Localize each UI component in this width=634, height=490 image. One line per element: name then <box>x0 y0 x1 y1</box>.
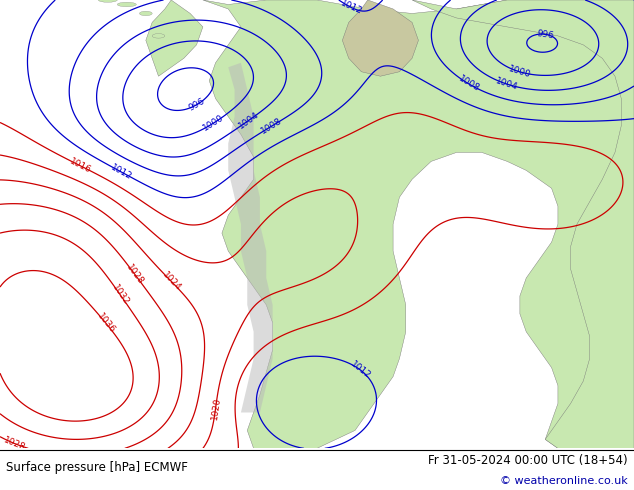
Polygon shape <box>203 0 634 448</box>
Text: 1028: 1028 <box>3 435 27 452</box>
Text: Surface pressure [hPa] ECMWF: Surface pressure [hPa] ECMWF <box>6 461 188 474</box>
Text: 1004: 1004 <box>495 76 519 92</box>
Text: Fr 31-05-2024 00:00 UTC (18+54): Fr 31-05-2024 00:00 UTC (18+54) <box>428 454 628 466</box>
Ellipse shape <box>152 34 165 38</box>
Text: 1008: 1008 <box>456 74 481 94</box>
Text: 1028: 1028 <box>124 263 145 286</box>
Text: 1000: 1000 <box>507 64 532 79</box>
Text: © weatheronline.co.uk: © weatheronline.co.uk <box>500 476 628 486</box>
Text: 1008: 1008 <box>260 116 284 136</box>
Text: 1036: 1036 <box>95 312 117 335</box>
Text: 1012: 1012 <box>339 0 364 16</box>
Text: 1024: 1024 <box>160 270 183 293</box>
Ellipse shape <box>117 2 136 7</box>
Text: 1016: 1016 <box>68 157 93 175</box>
Text: 996: 996 <box>536 28 554 40</box>
Text: 1000: 1000 <box>202 113 226 133</box>
Text: 1032: 1032 <box>110 283 131 307</box>
Polygon shape <box>146 0 203 76</box>
Ellipse shape <box>139 11 152 16</box>
Text: 996: 996 <box>186 97 206 113</box>
Polygon shape <box>228 63 273 413</box>
Polygon shape <box>342 0 418 76</box>
Text: 1004: 1004 <box>237 110 261 130</box>
Text: 1020: 1020 <box>209 396 222 420</box>
Polygon shape <box>412 0 634 448</box>
Text: 1012: 1012 <box>349 360 372 381</box>
Text: 1012: 1012 <box>108 162 133 181</box>
Ellipse shape <box>98 0 117 2</box>
